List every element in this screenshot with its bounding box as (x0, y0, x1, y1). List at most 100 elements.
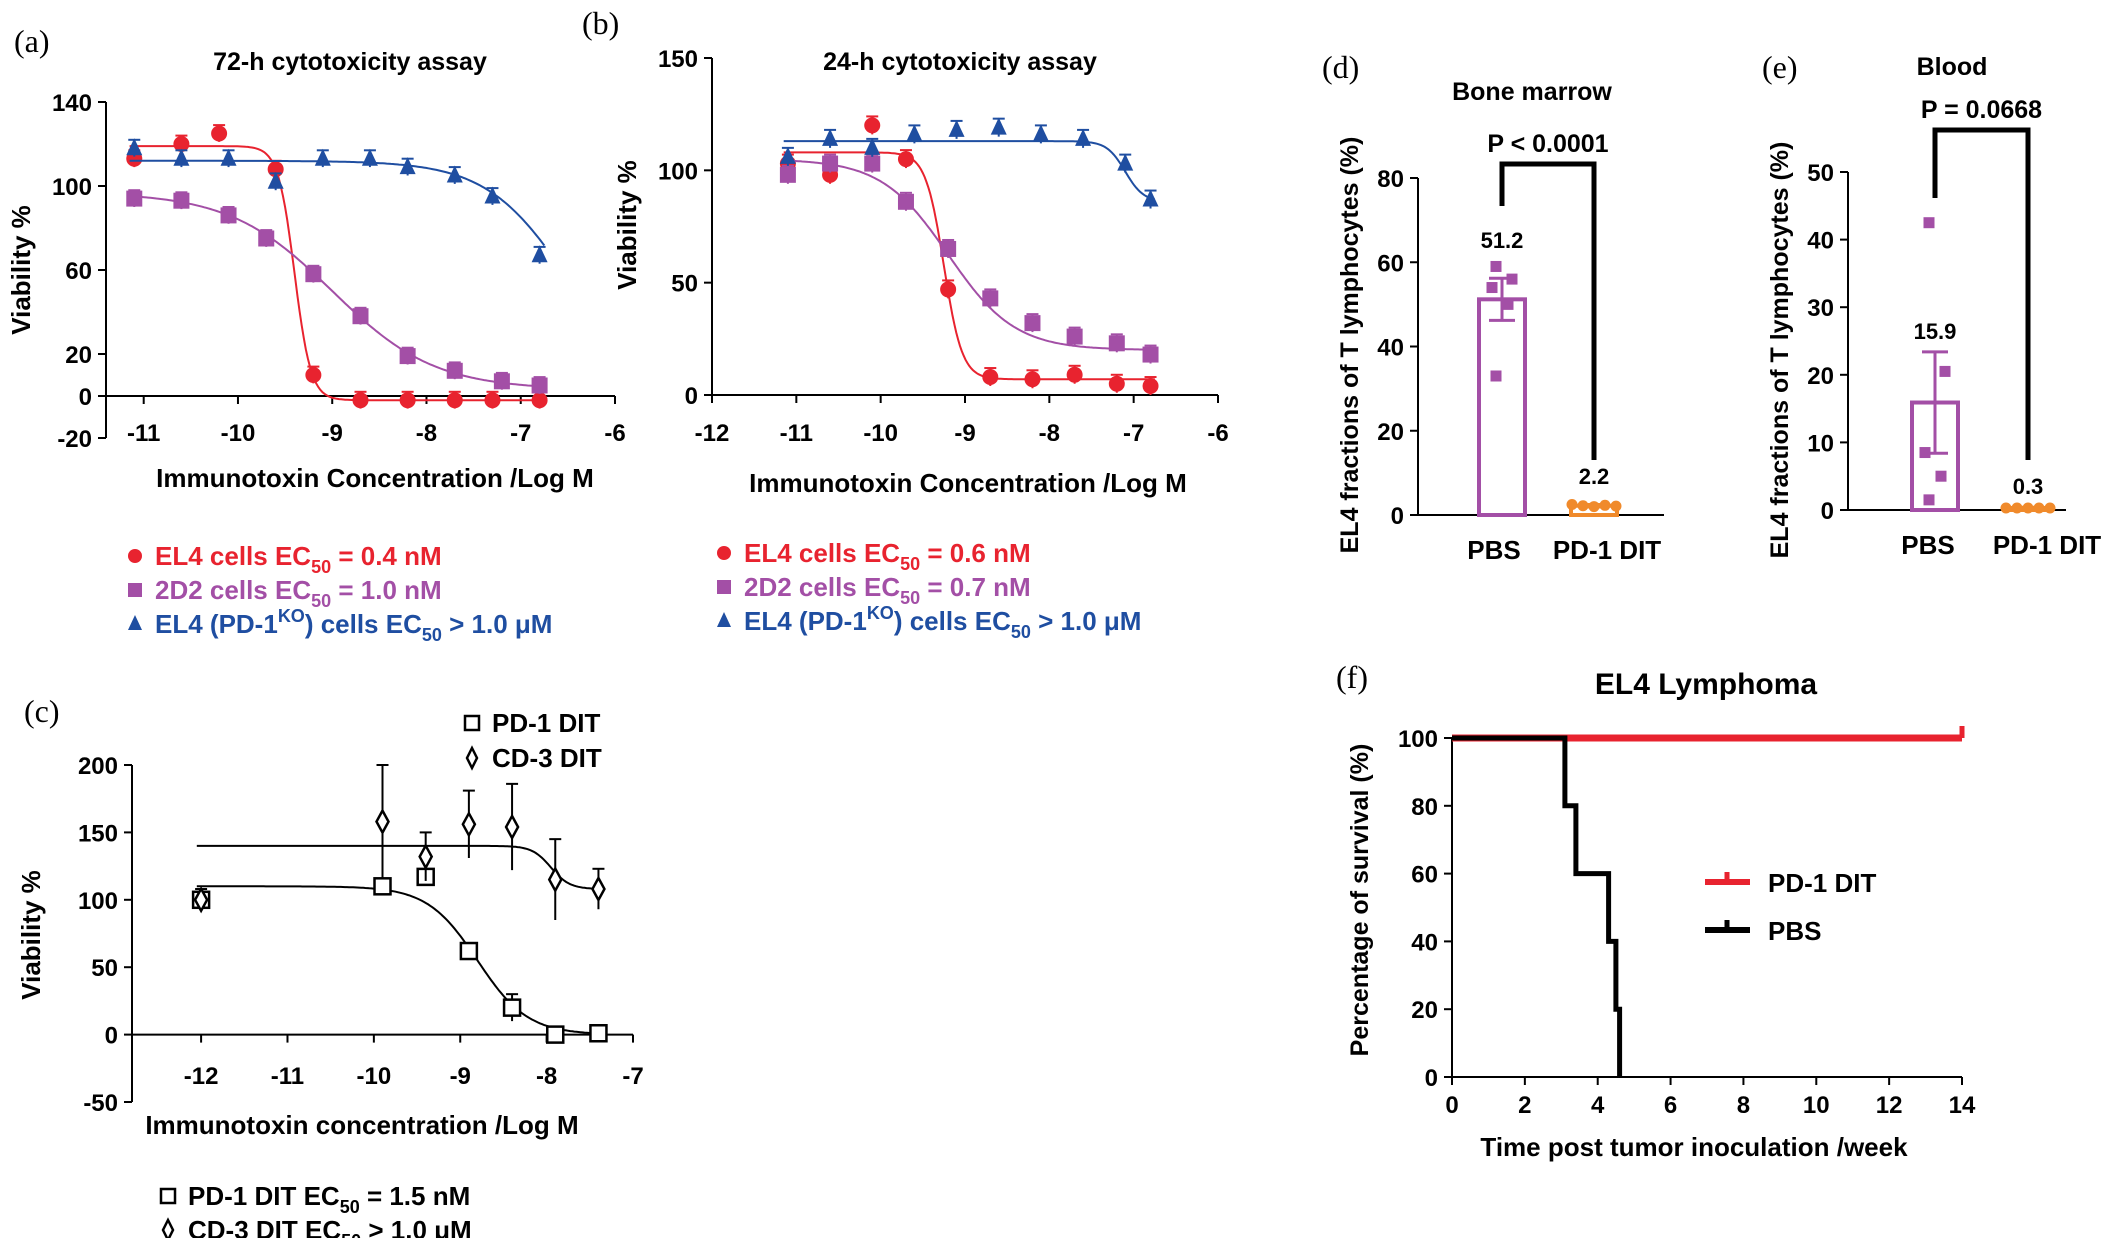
y-tick-label-c: 50 (91, 955, 118, 982)
data-point-e-1 (2033, 502, 2045, 514)
value-label-e-0: 15.9 (1914, 319, 1957, 344)
data-point-b-2 (948, 119, 965, 137)
data-point-b-0 (1024, 371, 1041, 388)
legend-span-a-0: = 0.4 nM (331, 541, 442, 571)
fit-curve-a-1 (129, 195, 545, 388)
data-point-a-0 (305, 367, 322, 383)
fit-curve-a-2 (129, 159, 546, 247)
legend-span-b-0: = 0.6 nM (920, 538, 1031, 568)
data-point-a-1 (173, 192, 190, 209)
data-point-a-1 (126, 190, 143, 207)
data-point-c-0 (502, 998, 522, 1017)
x-tick-label-a: -8 (416, 420, 437, 447)
data-point-a-2 (399, 157, 416, 175)
data-point-e-0 (1919, 447, 1931, 459)
data-point-e-1 (2044, 502, 2056, 514)
data-point-b-2 (1142, 189, 1159, 207)
x-tick-label-c: -12 (184, 1063, 219, 1090)
legend-marker-a-0 (128, 549, 142, 563)
y-axis-label-c: Viability % (16, 870, 46, 1000)
legend-span-c-1: 50 (341, 1231, 361, 1238)
legend-span-a-2: ) cells EC (305, 609, 422, 639)
y-tick-label-d: 60 (1377, 250, 1404, 277)
y-axis-label-d: EL4 fractions of T lymphocytes (%) (1336, 137, 1364, 554)
x-tick-label-f: 8 (1737, 1092, 1750, 1119)
panel-label-b: (b) (582, 5, 619, 41)
data-point-a-1 (446, 362, 463, 379)
data-point-b-2 (779, 146, 796, 164)
legend-span-a-2: > 1.0 μM (442, 609, 553, 639)
chart-c: 200 150 100 50 0 -50 -12 -11 -10 -9 -8 -7 Immunotoxi… (16, 708, 644, 1238)
chart-title-d: Bone marrow (1452, 78, 1612, 106)
x-tick-label-b: -12 (695, 420, 730, 447)
chart-d: 80 60 40 20 0 Bone marrow EL4 fractions of T l… (1336, 78, 1664, 565)
x-tick-label-a: -7 (510, 420, 531, 447)
category-label-e-1: PD-1 DIT (1993, 530, 2101, 560)
legend-top-entry-c-0: PD-1 DIT (463, 708, 600, 738)
data-point-e-0 (1935, 470, 1947, 482)
fit-curve-b-0 (783, 151, 1155, 381)
y-tick-label-b: 0 (685, 383, 698, 410)
x-tick-label-b: -11 (780, 420, 813, 447)
y-tick-label-a: 100 (52, 174, 92, 201)
legend-top-text-c-1: CD-3 DIT (492, 743, 602, 773)
y-axis-label-e: EL4 fractions of T lymphocytes (%) (1766, 142, 1794, 559)
legend-span-b-2: > 1.0 μM (1031, 606, 1142, 636)
data-point-e-1 (2000, 502, 2012, 514)
legend-span-b-2: ) cells EC (894, 606, 1011, 636)
data-point-b-2 (1075, 128, 1092, 146)
x-tick-label-a: -10 (221, 420, 256, 447)
data-point-d-0 (1486, 282, 1498, 294)
fit-curve-c-1 (196, 844, 603, 890)
y-tick-label-e: 40 (1807, 228, 1834, 255)
x-tick-label-f: 2 (1518, 1092, 1531, 1119)
legend-text-f-0: PD-1 DIT (1768, 868, 1876, 898)
chart-e: 50 40 30 20 10 0 Blood EL4 fractions of T lymph… (1766, 53, 2101, 560)
x-tick-label-c: -10 (357, 1063, 392, 1090)
data-point-d-1 (1599, 499, 1611, 511)
data-point-c-1 (418, 843, 434, 871)
data-point-a-0 (211, 125, 228, 142)
data-point-e-0 (1923, 217, 1935, 229)
y-tick-label-b: 100 (658, 158, 698, 185)
data-point-e-0 (1939, 365, 1951, 377)
x-tick-label-f: 12 (1876, 1092, 1903, 1119)
y-tick-label-c: 150 (78, 820, 118, 847)
data-point-a-1 (531, 377, 548, 394)
data-point-d-1 (1610, 500, 1622, 512)
data-point-a-2 (484, 186, 501, 204)
chart-title-b: 24-h cytotoxicity assay (823, 48, 1097, 76)
data-point-a-1 (352, 308, 369, 325)
data-point-b-1 (864, 155, 881, 172)
y-tick-label-d: 0 (1391, 503, 1404, 530)
legend-span-a-0: 50 (311, 557, 331, 577)
fit-curve-b-2 (783, 140, 1156, 201)
x-tick-label-a: -6 (604, 420, 625, 447)
data-point-a-1 (305, 266, 322, 283)
data-point-c-1 (504, 813, 520, 841)
data-point-b-1 (1142, 346, 1159, 363)
legend-marker-b-1 (717, 580, 731, 594)
data-point-d-0 (1506, 273, 1518, 285)
data-point-b-1 (897, 193, 914, 210)
data-point-a-0 (484, 392, 501, 409)
data-point-a-2 (314, 148, 331, 166)
data-point-b-1 (1108, 335, 1125, 352)
chart-title-e: Blood (1917, 53, 1988, 81)
legend-marker-a-2 (128, 615, 142, 630)
panel-label-f: (f) (1336, 659, 1368, 695)
legend-entry-b-0: EL4 cells EC50 = 0.6 nM (717, 538, 1031, 574)
x-tick-label-b: -6 (1207, 420, 1228, 447)
category-label-e-0: PBS (1901, 530, 1954, 560)
legend-span-a-2: EL4 (PD-1 (155, 609, 278, 639)
legend-entry-c-0: PD-1 DIT EC50 = 1.5 nM (159, 1181, 470, 1217)
legend-entry-a-1: 2D2 cells EC50 = 1.0 nM (128, 575, 442, 611)
x-tick-label-f: 14 (1949, 1092, 1976, 1119)
panel-label-d: (d) (1322, 49, 1359, 85)
data-point-b-1 (1066, 328, 1083, 345)
data-point-b-1 (779, 166, 796, 183)
y-tick-label-a: -20 (57, 426, 92, 453)
legend-marker-c-0 (159, 1187, 177, 1205)
data-point-b-1 (822, 155, 839, 172)
x-tick-label-c: -11 (271, 1063, 304, 1090)
